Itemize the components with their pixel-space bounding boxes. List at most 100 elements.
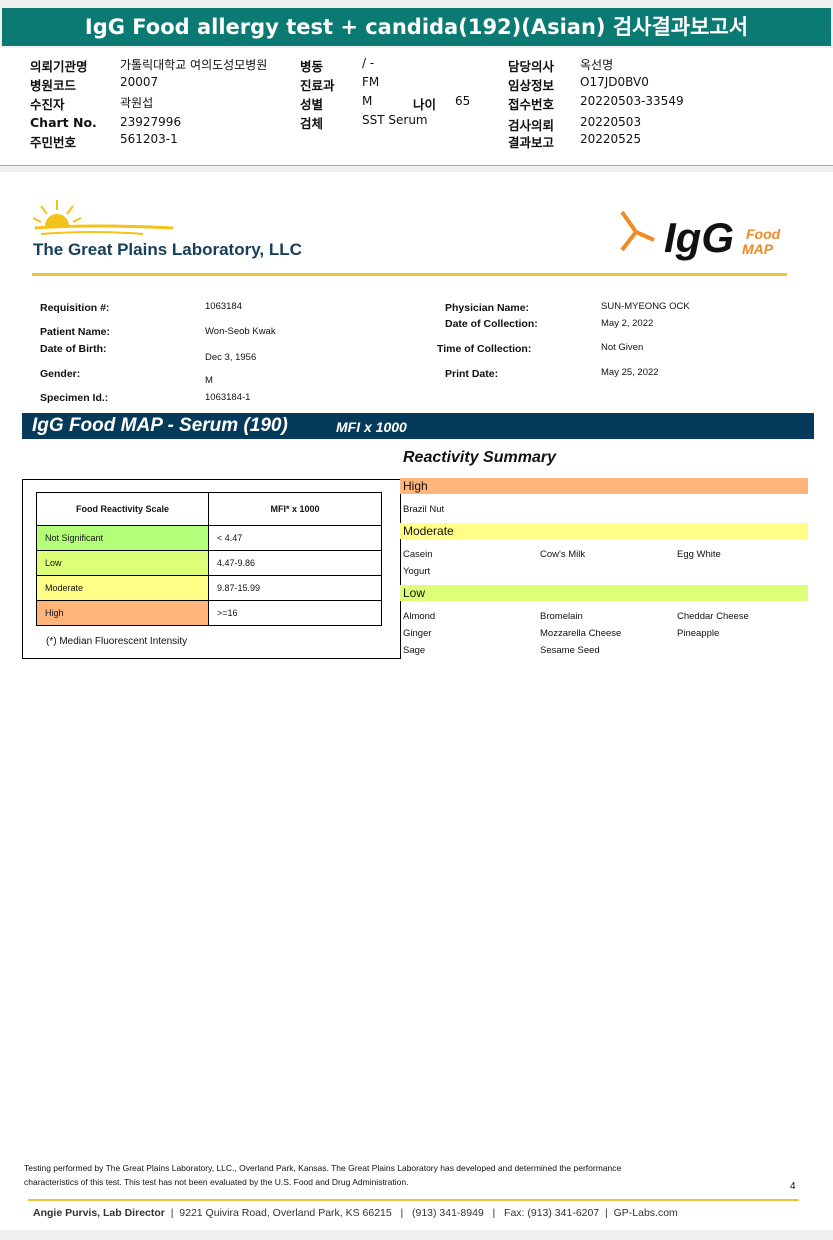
report-page [0, 172, 833, 1230]
scale-value: >=16 [208, 600, 382, 626]
label: Time of Collection: [437, 343, 532, 355]
value: 65 [455, 94, 471, 108]
scale-label: Moderate [36, 575, 209, 601]
value: 곽원섭 [120, 96, 154, 110]
label: Requisition #: [40, 302, 110, 314]
section-banner: IgG Food MAP - Serum (190) MFI x 1000 [22, 413, 814, 439]
footer: Angie Purvis, Lab Director | 9221 Quivir… [33, 1207, 678, 1219]
gender-value: M [205, 375, 213, 386]
section-high: High [400, 478, 808, 494]
label: Physician Name: [445, 302, 530, 314]
food-item: Egg White [677, 549, 721, 560]
reactivity-scale-box: Food Reactivity Scale MFI* x 1000 Not Sig… [22, 479, 401, 659]
section-low: Low [400, 585, 808, 601]
antibody-icon [620, 210, 655, 252]
label: 접수번호 [508, 97, 555, 112]
header-cell: Food Reactivity Scale [36, 492, 209, 526]
lab-director: Angie Purvis, Lab Director [33, 1207, 165, 1219]
banner-unit: MFI x 1000 [336, 419, 407, 435]
label: 진료과 [300, 78, 335, 93]
value: / - [362, 56, 375, 70]
value: 23927996 [120, 115, 182, 129]
disclaimer-line: characteristics of this test. This test … [24, 1177, 409, 1187]
label: Gender: [40, 368, 81, 380]
label: Date of Collection: [445, 318, 538, 330]
label: 병원코드 [30, 78, 77, 93]
page-number: 4 [790, 1181, 796, 1192]
scale-value: < 4.47 [208, 525, 382, 551]
food-item: Casein [403, 549, 433, 560]
physician-value: SUN-MYEONG OCK [601, 301, 690, 312]
report-title: IgG Food allergy test + candida(192)(Asi… [2, 8, 831, 46]
label: 검체 [300, 116, 324, 131]
label: 주민번호 [30, 135, 77, 150]
scale-value: 9.87-15.99 [208, 575, 382, 601]
label: 성별 [300, 97, 324, 112]
scale-value: 4.47-9.86 [208, 550, 382, 576]
address: 9221 Quivira Road, Overland Park, KS 662… [179, 1207, 392, 1219]
scale-label: Not Significant [36, 525, 209, 551]
patient-name-value: Won-Seob Kwak [205, 326, 276, 337]
print-date-value: May 25, 2022 [601, 367, 659, 378]
label: 임상정보 [508, 78, 555, 93]
label: 의뢰기관명 [30, 59, 88, 74]
food-item: Brazil Nut [403, 504, 445, 515]
food-item: Yogurt [403, 566, 431, 577]
label: 검사의뢰 [508, 118, 555, 133]
label: Date of Birth: [40, 343, 107, 355]
value: 20220503-33549 [580, 94, 684, 108]
banner-title: IgG Food MAP - Serum (190) [32, 415, 288, 436]
value: FM [362, 75, 380, 89]
food-item: Ginger [403, 628, 432, 639]
scale-note: (*) Median Fluorescent Intensity [46, 636, 188, 647]
value: 20220503 [580, 115, 642, 129]
value: 가톨릭대학교 여의도성모병원 [120, 58, 268, 72]
food-item: Bromelain [540, 611, 583, 622]
section-moderate: Moderate [400, 523, 808, 539]
food-item: Sesame Seed [540, 645, 600, 656]
website-link[interactable]: GP-Labs.com [613, 1207, 678, 1219]
collection-date-value: May 2, 2022 [601, 318, 654, 329]
food-item: Pineapple [677, 628, 720, 639]
fax: Fax: (913) 341-6207 [504, 1207, 600, 1219]
divider [28, 1199, 799, 1201]
value: O17JD0BV0 [580, 75, 649, 89]
summary-title: Reactivity Summary [403, 449, 556, 466]
label: 병동 [300, 59, 324, 74]
label: 결과보고 [508, 135, 555, 150]
value: 옥선명 [580, 58, 614, 72]
value: M [362, 94, 373, 108]
igg-logo-text: IgG [664, 214, 734, 261]
specimen-value: 1063184-1 [205, 392, 251, 403]
scale-label: High [36, 600, 209, 626]
requisition-value: 1063184 [205, 301, 242, 312]
divider [32, 273, 787, 276]
label: 담당의사 [508, 59, 555, 74]
food-item: Almond [403, 611, 436, 622]
scale-label: Low [36, 550, 209, 576]
korean-header: 의뢰기관명 가톨릭대학교 여의도성모병원 병원코드 20007 수진자 곽원섭 Cha… [0, 48, 833, 166]
value: 561203-1 [120, 132, 178, 146]
header-cell: MFI* x 1000 [208, 492, 382, 526]
value: 20007 [120, 75, 159, 89]
label: 나이 [413, 97, 437, 112]
reactivity-scale-table: Food Reactivity Scale MFI* x 1000 Not Sig… [36, 492, 382, 626]
value: 20220525 [580, 132, 642, 146]
label: 수진자 [30, 97, 65, 112]
food-item: Cow's Milk [540, 549, 586, 560]
value: SST Serum [362, 113, 428, 127]
dob-value: Dec 3, 1956 [205, 352, 257, 363]
lab-name: The Great Plains Laboratory, LLC [33, 240, 302, 259]
logo-map: MAP [742, 241, 774, 257]
food-item: Cheddar Cheese [677, 611, 749, 622]
logo-food: Food [746, 226, 781, 242]
phone: (913) 341-8949 [411, 1207, 484, 1219]
label: Chart No. [30, 115, 97, 130]
collection-time-value: Not Given [601, 342, 644, 353]
label: Patient Name: [40, 326, 111, 338]
disclaimer-line: Testing performed by The Great Plains La… [24, 1163, 622, 1173]
food-item: Sage [403, 645, 426, 656]
label: Print Date: [445, 368, 499, 380]
food-item: Mozzarella Cheese [540, 628, 622, 639]
sun-logo-icon [33, 200, 174, 235]
